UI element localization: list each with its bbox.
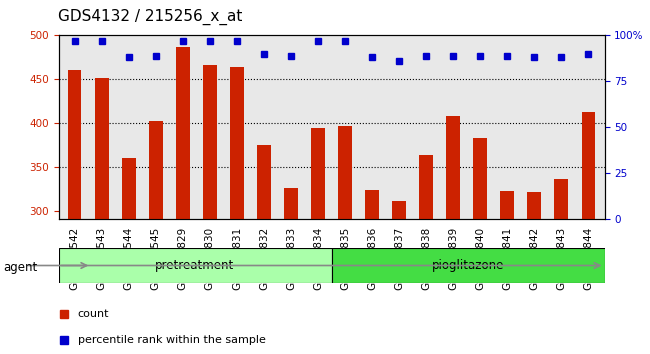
Bar [257, 145, 270, 219]
Bar [284, 188, 298, 219]
Bar [582, 112, 595, 219]
Bar [393, 201, 406, 219]
Bar [122, 158, 136, 219]
Text: percentile rank within the sample: percentile rank within the sample [77, 335, 265, 345]
Bar [338, 126, 352, 219]
Bar [473, 138, 487, 219]
Bar [365, 190, 379, 219]
Bar [68, 70, 81, 219]
Text: agent: agent [3, 261, 38, 274]
Text: count: count [77, 309, 109, 319]
FancyBboxPatch shape [58, 248, 332, 283]
Text: pioglitazone: pioglitazone [432, 259, 504, 272]
Bar [447, 116, 460, 219]
Bar [203, 65, 216, 219]
Text: pretreatment: pretreatment [155, 259, 235, 272]
Bar [500, 192, 514, 219]
Bar [95, 78, 109, 219]
Bar [149, 121, 162, 219]
Bar [419, 155, 433, 219]
Bar [554, 179, 568, 219]
Bar [527, 192, 541, 219]
Bar [311, 128, 325, 219]
Bar [230, 67, 244, 219]
Text: GDS4132 / 215256_x_at: GDS4132 / 215256_x_at [58, 8, 243, 25]
FancyBboxPatch shape [332, 248, 604, 283]
Bar [176, 47, 190, 219]
